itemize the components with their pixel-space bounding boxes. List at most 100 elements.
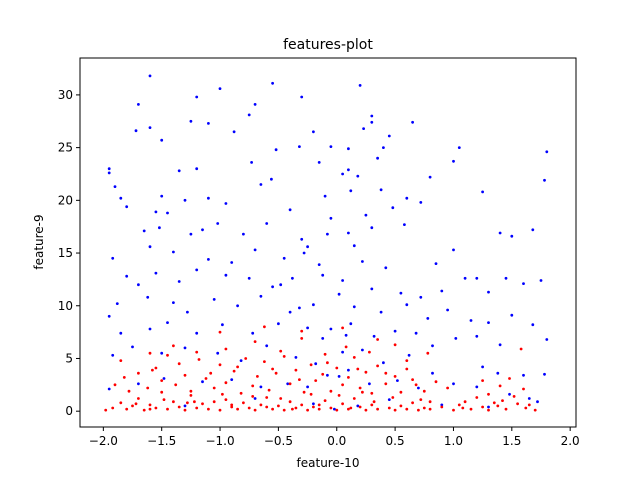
data-point <box>347 168 350 172</box>
data-point <box>323 194 327 198</box>
data-point <box>250 161 254 164</box>
data-point <box>335 366 339 370</box>
data-point <box>253 408 257 412</box>
data-point <box>162 398 166 401</box>
data-point <box>545 338 549 341</box>
data-point <box>177 169 181 173</box>
data-point <box>384 266 388 270</box>
data-point <box>107 387 111 391</box>
data-point <box>154 366 158 370</box>
data-point <box>137 283 140 287</box>
data-points <box>104 74 549 412</box>
data-point <box>288 382 292 386</box>
data-point <box>256 375 259 378</box>
data-point <box>407 353 411 357</box>
y-tick-label: 15 <box>58 246 73 260</box>
data-point <box>368 382 371 386</box>
x-tick-label: 1.5 <box>502 434 521 448</box>
data-point <box>146 386 150 390</box>
data-point <box>312 405 315 409</box>
data-point <box>349 406 353 410</box>
data-point <box>387 134 391 138</box>
data-point <box>172 250 175 254</box>
data-point <box>431 371 434 375</box>
data-point <box>300 337 304 340</box>
data-point <box>487 290 490 294</box>
data-point <box>122 376 126 379</box>
data-point <box>405 196 409 200</box>
data-point <box>457 146 461 150</box>
data-point <box>372 334 376 338</box>
data-point <box>113 383 117 387</box>
data-point <box>341 402 344 406</box>
data-point <box>370 287 374 291</box>
data-point <box>294 356 298 359</box>
data-point <box>162 377 166 380</box>
data-point <box>312 402 315 406</box>
data-point <box>379 310 383 314</box>
data-point <box>131 345 134 349</box>
data-point <box>107 171 111 175</box>
data-point <box>454 337 458 340</box>
data-point <box>337 375 341 378</box>
data-point <box>207 258 210 261</box>
data-point <box>127 389 131 393</box>
data-point <box>504 407 508 411</box>
data-point <box>247 276 251 280</box>
data-point <box>209 371 213 375</box>
data-point <box>370 120 374 124</box>
data-point <box>399 390 403 394</box>
data-point <box>463 400 467 404</box>
data-point <box>166 211 169 215</box>
data-point <box>263 325 266 329</box>
data-point <box>212 386 216 390</box>
data-point <box>533 408 537 412</box>
data-point <box>428 400 432 404</box>
y-tick-label: 20 <box>58 193 73 207</box>
y-tick-label: 25 <box>58 141 73 155</box>
data-point <box>393 408 397 412</box>
data-point <box>111 256 115 260</box>
data-point <box>148 74 152 78</box>
data-point <box>333 407 336 411</box>
data-point <box>422 406 426 410</box>
data-point <box>419 295 423 299</box>
data-point <box>300 329 304 333</box>
data-point <box>461 406 465 410</box>
data-point <box>131 404 134 408</box>
data-point <box>329 406 333 410</box>
data-point <box>148 403 152 407</box>
data-point <box>475 385 479 389</box>
data-point <box>539 279 543 282</box>
data-point <box>183 408 187 412</box>
data-point <box>230 403 234 407</box>
data-point <box>151 368 154 372</box>
data-point <box>137 103 140 106</box>
data-point <box>166 321 169 324</box>
data-point <box>253 248 257 252</box>
data-point <box>230 378 234 381</box>
data-point <box>259 403 263 407</box>
data-point <box>189 232 193 236</box>
data-point <box>446 386 449 390</box>
data-point <box>230 261 234 264</box>
x-tick-label: 1.0 <box>444 434 463 448</box>
data-point <box>160 390 164 394</box>
data-point <box>393 375 397 378</box>
data-point <box>207 196 210 200</box>
data-point <box>481 379 484 382</box>
data-point <box>236 304 240 308</box>
data-point <box>183 346 187 350</box>
data-point <box>274 371 278 375</box>
data-point <box>212 298 216 301</box>
data-point <box>352 397 356 400</box>
data-point <box>419 201 423 204</box>
data-point <box>396 379 399 382</box>
data-point <box>195 331 199 335</box>
data-point <box>186 401 189 405</box>
data-point <box>174 383 178 387</box>
data-point <box>282 408 286 412</box>
data-point <box>527 403 531 407</box>
data-point <box>218 87 222 90</box>
x-axis-label: feature-10 <box>297 456 360 470</box>
